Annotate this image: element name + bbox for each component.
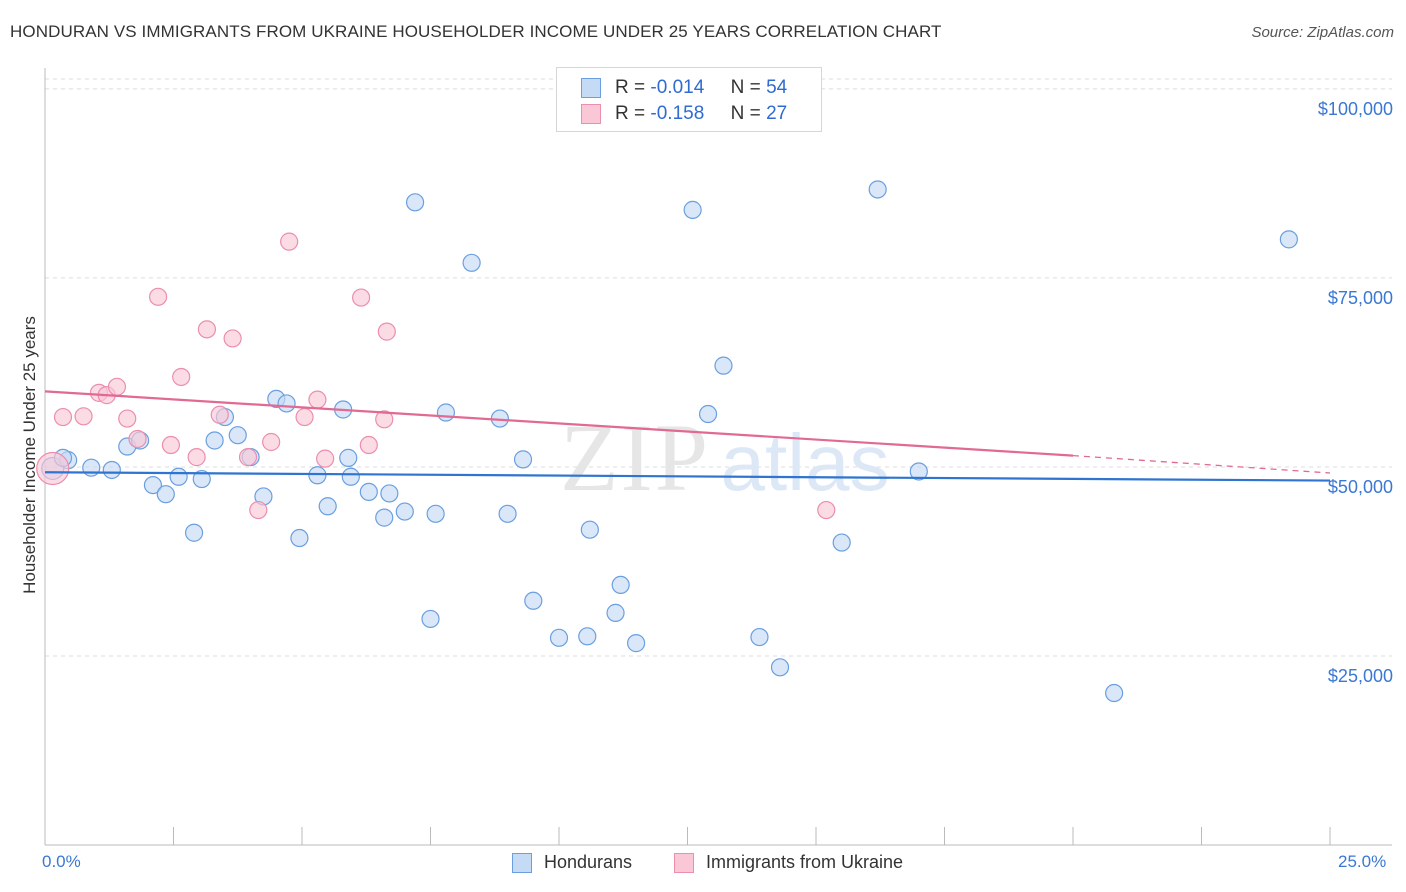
hondurans-point bbox=[436, 403, 456, 422]
hondurans-point bbox=[192, 469, 211, 489]
hondurans-point bbox=[513, 450, 533, 469]
legend-swatch-ukraine bbox=[674, 853, 694, 873]
hondurans-point bbox=[611, 575, 630, 595]
hondurans-point bbox=[341, 467, 360, 486]
legend-label-ukraine: Immigrants from Ukraine bbox=[706, 852, 904, 872]
source-label: Source: ZipAtlas.com bbox=[1251, 24, 1394, 41]
hondurans-point bbox=[184, 523, 204, 542]
hondurans-point bbox=[308, 466, 327, 485]
hondurans-point bbox=[318, 497, 337, 516]
ukraine-point bbox=[249, 500, 268, 520]
hondurans-point bbox=[462, 253, 481, 272]
y-tick-labels: $25,000 $50,000 $75,000 $100,000 bbox=[1318, 99, 1393, 686]
hondurans-point bbox=[683, 200, 702, 219]
hondurans-point bbox=[770, 658, 790, 677]
hondurans-point bbox=[606, 603, 625, 622]
ukraine-point bbox=[359, 435, 378, 455]
hondurans-point bbox=[102, 460, 121, 480]
x-tick-label-max: 25.0% bbox=[1338, 852, 1387, 871]
hondurans-point bbox=[205, 431, 224, 450]
ukraine-point bbox=[74, 407, 93, 426]
ukraine-point bbox=[118, 409, 137, 428]
chart-title: HONDURAN VS IMMIGRANTS FROM UKRAINE HOUS… bbox=[10, 22, 942, 41]
ukraine-point bbox=[210, 405, 229, 424]
ukraine-point bbox=[107, 377, 127, 396]
hondurans-point bbox=[524, 591, 543, 610]
hondurans-point bbox=[169, 467, 188, 486]
trend-line bbox=[44, 471, 1331, 482]
ukraine-point bbox=[36, 451, 70, 486]
ukraine-point bbox=[308, 390, 327, 409]
hondurans-point bbox=[868, 180, 887, 199]
hondurans-point bbox=[395, 502, 414, 521]
hondurans-point bbox=[359, 482, 378, 502]
hondurans-point bbox=[626, 634, 646, 653]
trend-lines bbox=[44, 390, 1331, 482]
hondurans-point bbox=[277, 394, 296, 413]
ukraine-point bbox=[223, 329, 242, 348]
ukraine-point bbox=[187, 448, 206, 467]
hondurans-point bbox=[832, 533, 851, 552]
y-tick-label: $50,000 bbox=[1328, 477, 1393, 497]
trend-line-extension bbox=[1072, 454, 1331, 474]
r-label: R = bbox=[615, 103, 646, 124]
ukraine-point bbox=[316, 449, 335, 468]
hondurans-point bbox=[714, 356, 733, 375]
r-value: -0.158 bbox=[650, 103, 705, 124]
hondurans-point bbox=[375, 508, 394, 527]
ukraine-point bbox=[262, 432, 281, 452]
trend-line bbox=[44, 390, 1074, 457]
n-label: N = bbox=[730, 77, 761, 98]
hondurans-point bbox=[909, 462, 928, 481]
ukraine-point bbox=[352, 288, 371, 307]
hondurans-point bbox=[156, 485, 175, 504]
hondurans-point bbox=[228, 426, 247, 445]
y-tick-label: $100,000 bbox=[1318, 99, 1393, 119]
hondurans-point bbox=[143, 475, 163, 495]
y-tick-label: $75,000 bbox=[1328, 288, 1393, 308]
n-label: N = bbox=[730, 103, 761, 124]
r-label: R = bbox=[615, 77, 646, 98]
n-value: 27 bbox=[766, 103, 788, 124]
hondurans-point bbox=[1105, 683, 1124, 703]
ukraine-point bbox=[172, 367, 191, 387]
hondurans-point bbox=[290, 528, 309, 548]
hondurans-point bbox=[339, 448, 358, 467]
ukraine-point bbox=[238, 448, 258, 467]
correlation-legend: R = -0.014 N = 54 R = -0.158 N = 27 bbox=[556, 67, 822, 132]
hondurans-point bbox=[426, 504, 445, 523]
hondurans-point bbox=[380, 484, 399, 503]
hondurans-point bbox=[578, 627, 597, 646]
watermark-zip: ZIP bbox=[560, 404, 710, 511]
ukraine-point bbox=[280, 232, 299, 251]
ukraine-point bbox=[197, 320, 217, 339]
x-tick-label-min: 0.0% bbox=[42, 852, 81, 871]
ukraine-point bbox=[377, 322, 396, 341]
ukraine-point bbox=[128, 429, 147, 449]
hondurans-point bbox=[580, 520, 599, 539]
ukraine-point bbox=[817, 500, 836, 520]
legend-swatch-hondurans bbox=[581, 78, 601, 98]
legend-swatch-ukraine bbox=[581, 104, 601, 124]
y-tick-label: $25,000 bbox=[1328, 666, 1393, 686]
watermark-atlas: atlas bbox=[721, 418, 890, 507]
hondurans-point bbox=[421, 609, 440, 629]
ukraine-point bbox=[295, 407, 314, 427]
hondurans-point bbox=[698, 404, 718, 424]
hondurans-point bbox=[549, 628, 569, 647]
hondurans-point bbox=[405, 193, 425, 212]
ukraine-point bbox=[53, 407, 73, 427]
hondurans-point bbox=[1279, 230, 1298, 249]
hondurans-point bbox=[750, 627, 769, 647]
hondurans-point bbox=[498, 504, 517, 523]
n-value: 54 bbox=[766, 77, 788, 98]
legend-label-hondurans: Hondurans bbox=[544, 852, 633, 872]
ukraine-point bbox=[161, 435, 181, 455]
legend-swatch-hondurans bbox=[512, 853, 532, 873]
r-value: -0.014 bbox=[650, 77, 705, 98]
ukraine-point bbox=[148, 287, 168, 306]
ukraine-point bbox=[375, 410, 394, 429]
